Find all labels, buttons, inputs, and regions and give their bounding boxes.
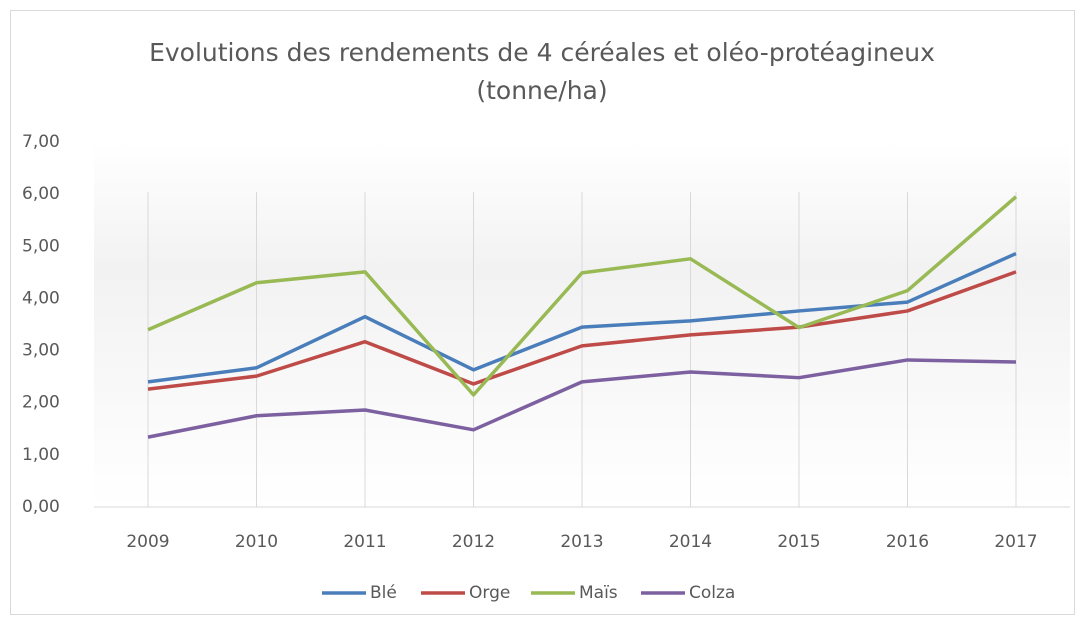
x-tick-label: 2016 <box>886 532 929 552</box>
chart-subtitle: (tonne/ha) <box>476 76 607 105</box>
y-tick-label: 7,00 <box>22 132 60 152</box>
y-tick-label: 2,00 <box>22 393 60 413</box>
y-tick-label: 3,00 <box>22 341 60 361</box>
series-line <box>147 358 1017 439</box>
chart-title: Evolutions des rendements de 4 céréales … <box>149 38 935 67</box>
y-tick-label: 6,00 <box>22 184 60 204</box>
x-tick-label: 2017 <box>994 532 1037 552</box>
y-tick-label: 5,00 <box>22 236 60 256</box>
legend-label: Blé <box>370 583 397 603</box>
y-tick-label: 1,00 <box>22 445 60 465</box>
y-tick-label: 4,00 <box>22 288 60 308</box>
x-tick-label: 2015 <box>777 532 820 552</box>
series-line <box>147 251 1017 384</box>
legend-label: Maïs <box>579 583 618 603</box>
x-tick-label: 2013 <box>560 532 603 552</box>
x-tick-label: 2011 <box>343 532 386 552</box>
y-tick-label: 0,00 <box>22 497 60 517</box>
legend-label: Orge <box>469 583 510 603</box>
x-tick-label: 2010 <box>235 532 278 552</box>
x-tick-label: 2012 <box>452 532 495 552</box>
series-line <box>147 270 1017 391</box>
series-line <box>147 195 1018 397</box>
x-tick-label: 2009 <box>126 532 169 552</box>
legend-label: Colza <box>689 583 735 603</box>
x-tick-label: 2014 <box>669 532 712 552</box>
